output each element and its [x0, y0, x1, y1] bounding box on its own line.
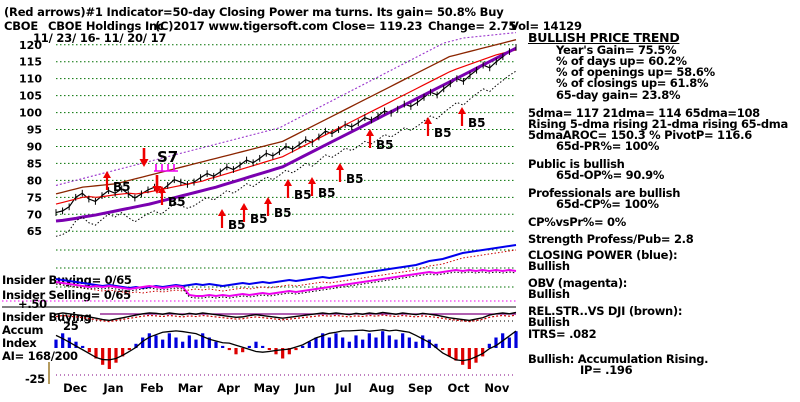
svg-text:120: 120	[19, 39, 42, 52]
sell-signal-label: S7	[157, 148, 178, 166]
svg-text:B5: B5	[113, 180, 131, 194]
buy-signal-marker: B5	[458, 107, 486, 130]
svg-text:B5: B5	[168, 195, 186, 209]
public-sentiment: Public is bullish	[528, 157, 625, 171]
svg-text:80: 80	[27, 174, 43, 187]
accum-panel-line3: Index	[2, 336, 37, 350]
svg-text:B5: B5	[434, 126, 452, 140]
op-percent: 65d-OP%= 90.9%	[556, 168, 665, 182]
stat-years-gain: Year's Gain= 75.5%	[556, 43, 677, 57]
buy-signal-marker: B5	[103, 171, 131, 194]
insider-selling-label: Insider Selling= 0/65	[2, 288, 131, 302]
svg-text:Apr: Apr	[217, 381, 240, 395]
sell-signal-marker	[152, 175, 162, 194]
buy-signal-marker: B5	[336, 163, 364, 186]
svg-text:110: 110	[19, 73, 42, 86]
header-volume: Vol= 14129	[510, 19, 582, 33]
svg-text:Feb: Feb	[140, 381, 163, 395]
svg-text:B5: B5	[346, 172, 364, 186]
svg-text:May: May	[254, 381, 281, 395]
svg-text:Sep: Sep	[408, 381, 432, 395]
accumulation-status: Bullish: Accumulation Rising.	[528, 352, 709, 366]
svg-text:Aug: Aug	[369, 381, 394, 395]
buy-signal-marker: B5	[240, 203, 268, 226]
svg-text:Dec: Dec	[63, 381, 87, 395]
buy-signal-marker: B5	[424, 117, 452, 140]
buy-signal-marker: B5	[366, 129, 394, 152]
svg-text:65: 65	[27, 225, 42, 238]
svg-text:B5: B5	[274, 206, 292, 220]
buy-signal-marker: B5	[308, 177, 336, 200]
obv-title: OBV (magenta):	[528, 276, 628, 290]
svg-text:Jul: Jul	[334, 381, 351, 395]
header-indicator-line: (Red arrows)#1 Indicator=50-day Closing …	[4, 5, 504, 19]
stat-days-up: % of days up= 60.2%	[556, 54, 687, 68]
buy-signal-marker: B5	[218, 209, 246, 232]
svg-text:Jan: Jan	[102, 381, 123, 395]
svg-text:90: 90	[27, 140, 43, 153]
relstr-title: REL.STR..VS DJI (brown):	[528, 304, 683, 318]
svg-text:70: 70	[27, 208, 43, 221]
price-series-group	[55, 32, 517, 237]
header-symbol: CBOE	[4, 19, 39, 33]
svg-text:Jun: Jun	[294, 381, 316, 395]
ma-rising: Rising 5-dma rising 21-dma rising 65-dma	[528, 117, 788, 131]
header-company: CBOE Holdings Inc	[48, 19, 164, 33]
buy-signal-marker: B5	[158, 186, 186, 209]
closing-power-group	[55, 244, 517, 299]
closing-power-value: Bullish	[528, 259, 570, 273]
stat-65day-gain: 65-day gain= 23.8%	[556, 88, 681, 102]
header-date-range: 11/ 23/ 16- 11/ 20/ 17	[33, 31, 167, 45]
svg-text:B5: B5	[318, 186, 336, 200]
svg-text:105: 105	[19, 90, 42, 103]
header-close: Close= 119.23	[332, 19, 423, 33]
svg-text:B5: B5	[468, 116, 486, 130]
svg-text:85: 85	[27, 157, 42, 170]
strength-profess-pub: Strength Profess/Pub= 2.8	[528, 232, 694, 246]
svg-text:B5: B5	[294, 188, 312, 202]
accum-panel-line2: Accum	[2, 323, 44, 337]
obv-value: Bullish	[528, 287, 570, 301]
svg-text:Oct: Oct	[447, 381, 470, 395]
svg-text:Nov: Nov	[484, 381, 510, 395]
buy-signal-marker: B5	[284, 179, 312, 202]
accumulation-panel	[54, 311, 518, 369]
month-axis-labels: Dec Jan Feb Mar Apr May Jun Jul Aug Sep Oct Nov	[63, 381, 510, 395]
header-copyright: (C)2017 www.tigersoft.com	[155, 19, 328, 33]
professional-sentiment: Professionals are bullish	[528, 186, 681, 200]
itrs-value: ITRS= .082	[528, 327, 597, 341]
stat-openings-up: % of openings up= 58.6%	[556, 65, 715, 79]
accum-scale-bottom: -25	[25, 372, 45, 386]
cp-percent: 65d-CP%= 100%	[556, 197, 659, 211]
stat-closings-up: % of closings up= 61.8%	[556, 76, 709, 90]
accum-scale-top: 25	[63, 319, 79, 333]
svg-text:Mar: Mar	[178, 381, 203, 395]
ip-value: IP= .196	[580, 363, 633, 377]
svg-text:115: 115	[19, 56, 42, 69]
svg-text:B5: B5	[250, 212, 268, 226]
ma-values: 5dma= 117 21dma= 114 65dma=108	[528, 106, 760, 120]
price-axis-labels: 120 115 110 105 100 95 90 85 80 75 70 65	[19, 39, 42, 238]
svg-text:75: 75	[27, 191, 42, 204]
closing-power-title: CLOSING POWER (blue):	[528, 248, 678, 262]
relstr-value: Bullish	[528, 315, 570, 329]
accum-index-value: AI= 168/200	[2, 349, 78, 363]
svg-text:B5: B5	[228, 218, 246, 232]
header-change: Change= 2.75	[428, 19, 517, 33]
aroc-pivot: 5dmaAROC= 150.3 % PivotP= 116.6	[528, 128, 752, 142]
sell-signal-marker	[139, 148, 149, 167]
pr-percent: 65d-PR%= 100%	[556, 139, 660, 153]
svg-text:95: 95	[27, 124, 42, 137]
right-panel-title: BULLISH PRICE TREND	[528, 30, 680, 45]
svg-text:100: 100	[19, 107, 42, 120]
buy-signal-marker: B5	[264, 197, 292, 220]
svg-text:B5: B5	[376, 138, 394, 152]
cp-vs-pr: CP%vsPr%= 0%	[528, 215, 626, 229]
